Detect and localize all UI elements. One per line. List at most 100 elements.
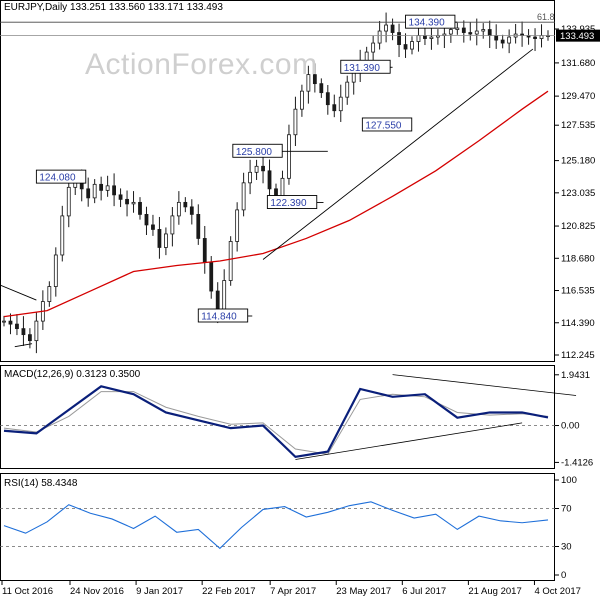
candle-body <box>47 286 52 302</box>
trend-line-left <box>0 284 37 301</box>
candle-body <box>364 51 369 62</box>
candle-body <box>390 24 395 33</box>
annotation-label: 127.550 <box>365 120 402 131</box>
candle-body <box>138 201 142 215</box>
candle-body <box>293 108 298 136</box>
ohlc-open: 133.251 <box>69 2 107 13</box>
price-tick-label: 131.680 <box>561 58 595 69</box>
annotation-box <box>35 169 87 184</box>
candle-body <box>300 90 304 110</box>
candle-body <box>151 224 155 230</box>
macd-panel <box>0 374 577 460</box>
candle-body <box>92 183 97 199</box>
trend-line-low <box>14 343 33 348</box>
candle-body <box>455 27 460 30</box>
candle-body <box>34 320 39 342</box>
candle-body <box>261 165 265 172</box>
rsi-panel-frame <box>0 473 555 581</box>
annotation-box <box>361 117 413 132</box>
candle-body <box>461 27 466 33</box>
annotation-box <box>266 195 318 209</box>
candle-body <box>338 96 343 112</box>
candle-body <box>312 74 317 85</box>
candle-body <box>507 36 512 44</box>
candle-body <box>494 35 499 41</box>
macd-support-line <box>295 422 523 460</box>
price-tick-label: 129.470 <box>561 91 595 102</box>
candle-body <box>384 24 388 32</box>
macd-resistance-line <box>392 374 577 396</box>
candle-body <box>319 83 324 94</box>
uptrend-line <box>262 48 534 260</box>
candle-body <box>254 165 259 173</box>
candle-body <box>468 32 473 35</box>
candle-body <box>86 188 91 199</box>
candle-body <box>377 30 382 44</box>
candle-body <box>60 215 65 256</box>
candle-body <box>222 280 227 311</box>
candle-body <box>403 44 408 50</box>
candle-body <box>118 194 123 200</box>
candle-body <box>287 134 291 179</box>
candle-body <box>215 290 220 311</box>
price-tick-label: 118.680 <box>561 253 595 264</box>
candle-body <box>481 29 486 32</box>
axes: 133.935 131.680 129.470 127.535 125.180 123.0… <box>1 24 600 597</box>
macd-tick-label: 1.9431 <box>561 370 590 381</box>
price-tick-label: 120.825 <box>561 221 595 232</box>
candle-body <box>416 35 421 42</box>
candle-body <box>183 201 188 208</box>
candle-body <box>164 233 168 248</box>
annotation-box <box>232 143 283 158</box>
candle-body <box>170 215 175 235</box>
symbol-label: EURJPY,Daily <box>4 2 68 13</box>
annotation-label: 122.390 <box>270 198 307 209</box>
annotation-label: 134.390 <box>409 18 446 29</box>
candle-body <box>267 170 272 190</box>
x-tick-label: 11 Oct 2016 <box>2 586 53 597</box>
candle-body <box>371 42 376 53</box>
candle-body <box>157 229 162 248</box>
ohlc-close: 133.493 <box>186 2 223 13</box>
candle-body <box>2 320 6 323</box>
rsi-title: RSI(14) 58.4348 <box>4 478 78 489</box>
candle-body <box>202 238 207 263</box>
last-price-label: 133.493 <box>560 31 594 42</box>
candle-body <box>125 198 129 205</box>
x-tick-label: 22 Feb 2017 <box>202 586 255 597</box>
candle-body <box>176 201 181 217</box>
price-tick-label: 125.180 <box>561 156 595 167</box>
annotation-box <box>340 59 391 74</box>
annotation-label: 124.080 <box>39 173 76 184</box>
candle-body <box>66 186 71 217</box>
candle-body <box>209 262 214 292</box>
candle-body <box>345 81 350 98</box>
price-tick-label: 116.535 <box>561 286 595 297</box>
x-tick-label: 21 Aug 2017 <box>468 586 521 597</box>
x-tick-label: 4 Oct 2017 <box>534 586 580 597</box>
candle-body <box>487 29 492 36</box>
macd-line <box>3 385 549 459</box>
moving-average-line <box>3 90 549 318</box>
rsi-tick-label: 0 <box>561 570 566 581</box>
ohlc-high: 133.560 <box>108 2 146 13</box>
price-tick-label: 127.535 <box>561 120 595 131</box>
macd-title: MACD(12,26,9) 0.3123 0.3500 <box>4 369 141 380</box>
fib-label: 61.8 <box>537 12 555 22</box>
candle-body <box>332 104 337 112</box>
candle-body <box>429 36 434 39</box>
candle-body <box>448 29 453 35</box>
x-tick-label: 24 Nov 2016 <box>70 586 124 597</box>
candle-body <box>53 254 58 287</box>
candle-body <box>228 241 233 281</box>
macd-tick-label: 0.00 <box>561 421 580 432</box>
annotation-label: 114.840 <box>201 311 237 322</box>
price-tick-label: 133.935 <box>561 24 595 35</box>
annotation-box <box>405 14 456 29</box>
candle-body <box>280 177 285 199</box>
candle-body <box>410 41 414 50</box>
ohlc-low: 133.171 <box>147 2 184 13</box>
candle-body <box>351 72 356 83</box>
candle-body <box>196 213 201 239</box>
